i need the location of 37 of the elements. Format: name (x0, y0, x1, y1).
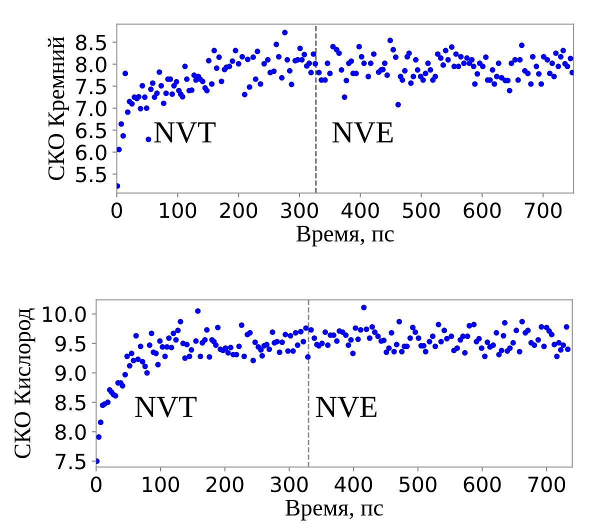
y-tick-label: 7.5 (56, 454, 86, 470)
y-tick-label: 9.0 (55, 365, 86, 382)
x-axis-title: Время, пс (296, 226, 394, 246)
x-tick-label: 500 (400, 476, 436, 492)
y-tick-label: 9.5 (55, 336, 86, 352)
y-tick-label: 7.0 (76, 100, 106, 116)
x-tick-label: 500 (403, 202, 440, 218)
y-tick-label: 8.0 (55, 424, 86, 440)
y-tick-label: 8.5 (76, 34, 106, 50)
x-tick-label: 300 (281, 202, 318, 218)
annotation: NVT (135, 396, 197, 418)
x-tick-label: 100 (160, 202, 196, 218)
x-axis-title: Время, пс (286, 500, 383, 520)
x-tick-label: 600 (464, 202, 501, 218)
x-tick-label: 200 (206, 476, 244, 492)
y-tick-label: 10.0 (43, 306, 86, 322)
x-tick-label: 0 (112, 202, 122, 218)
y-tick-label: 7.5 (76, 78, 106, 94)
annotation: NVE (316, 396, 376, 418)
x-tick-label: 700 (528, 476, 566, 492)
x-tick-label: 100 (142, 476, 180, 492)
x-tick-label: 400 (334, 476, 372, 492)
x-tick-label: 400 (342, 202, 379, 218)
y-tick-label: 8.0 (76, 56, 106, 72)
y-tick-label: 5.5 (76, 166, 106, 182)
y-tick-label: 6.5 (76, 122, 106, 138)
x-tick-label: 700 (524, 202, 562, 218)
annotation: NVE (332, 122, 393, 143)
x-tick-label: 0 (90, 476, 102, 492)
y-tick-label: 6.0 (76, 144, 106, 160)
x-tick-label: 200 (220, 202, 258, 218)
y-axis-title: СКО Кислород (14, 308, 36, 458)
y-axis-title: СКО Кремний (48, 36, 70, 180)
annotation: NVT (154, 122, 216, 143)
x-tick-label: 600 (464, 476, 501, 492)
y-tick-label: 8.5 (55, 394, 86, 411)
x-tick-label: 300 (270, 476, 308, 492)
